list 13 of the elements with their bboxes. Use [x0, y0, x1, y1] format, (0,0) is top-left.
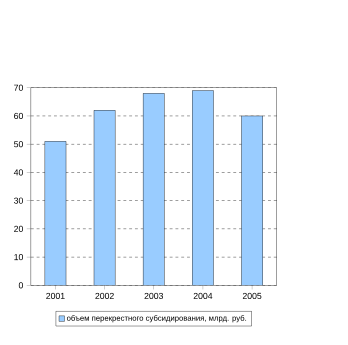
x-tick-label: 2001 — [46, 292, 65, 299]
y-tick-label: 30 — [14, 198, 23, 204]
x-tick-label: 2004 — [194, 292, 212, 299]
x-tick-label: 2003 — [144, 292, 164, 299]
y-tick-label: 10 — [14, 254, 23, 260]
y-tick-label: 70 — [14, 84, 23, 91]
y-tick-label: 20 — [14, 226, 23, 232]
x-tick-label: 2002 — [95, 292, 114, 299]
x-tick-label: 2005 — [242, 292, 262, 299]
y-tick-label: 0 — [18, 282, 23, 288]
y-tick-label: 40 — [14, 169, 23, 176]
y-tick-label: 50 — [14, 141, 23, 148]
y-tick-label: 60 — [14, 112, 23, 119]
